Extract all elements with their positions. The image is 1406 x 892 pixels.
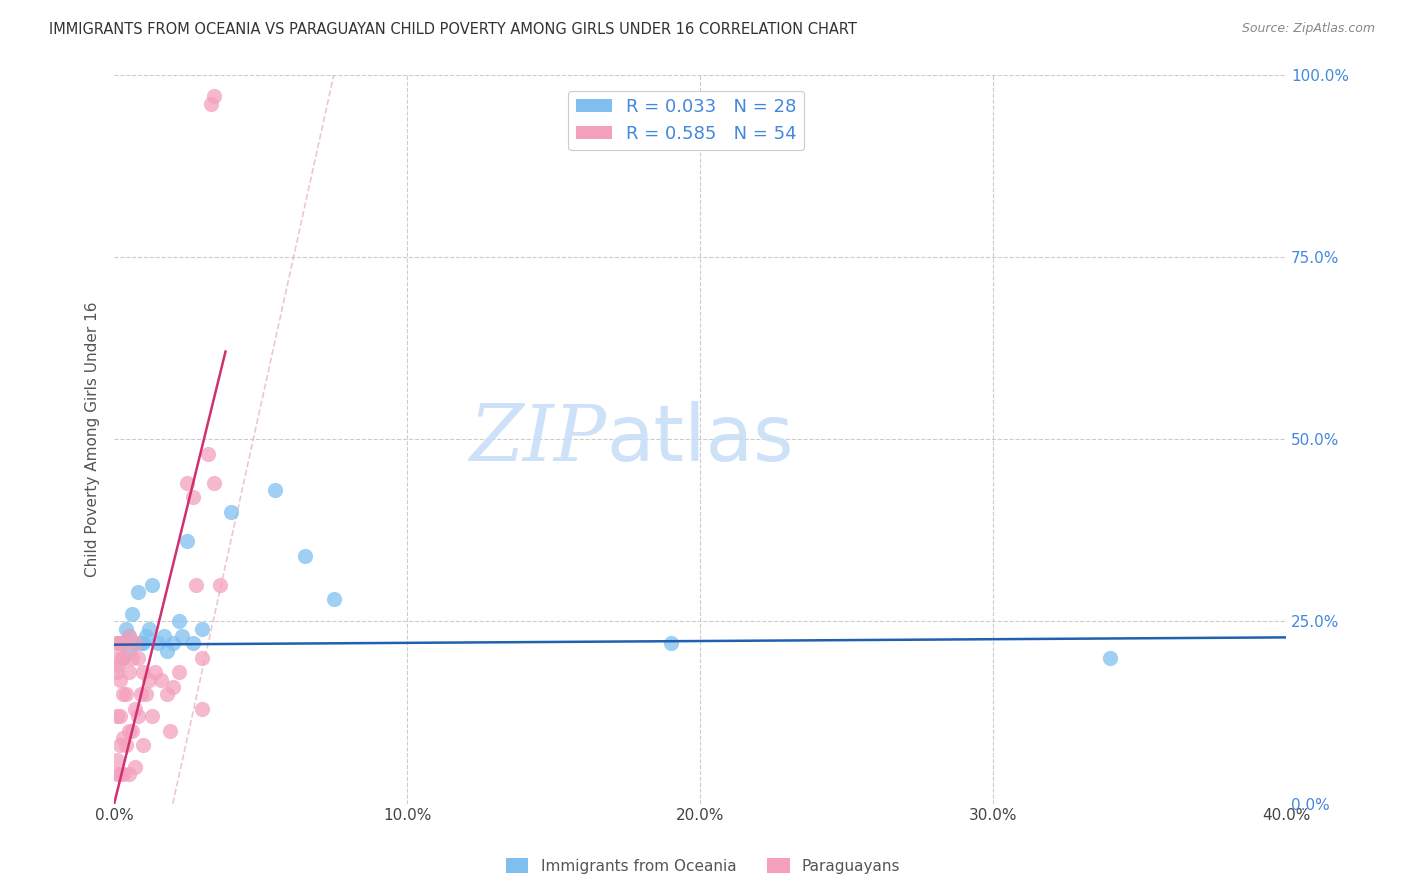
Point <box>111 687 134 701</box>
Point <box>111 650 134 665</box>
Text: Source: ZipAtlas.com: Source: ZipAtlas.com <box>1241 22 1375 36</box>
Point <box>111 650 134 665</box>
Point <box>153 629 176 643</box>
Point <box>118 767 141 781</box>
Point <box>143 665 166 680</box>
Point <box>167 665 190 680</box>
Point <box>105 665 128 680</box>
Point <box>118 665 141 680</box>
Point <box>115 636 138 650</box>
Point <box>105 658 128 673</box>
Point <box>115 739 138 753</box>
Legend: R = 0.033   N = 28, R = 0.585   N = 54: R = 0.033 N = 28, R = 0.585 N = 54 <box>568 91 804 151</box>
Point <box>132 636 155 650</box>
Point <box>129 636 152 650</box>
Point <box>191 650 214 665</box>
Point <box>176 534 198 549</box>
Point <box>124 760 146 774</box>
Point <box>124 702 146 716</box>
Point <box>108 636 131 650</box>
Point <box>132 739 155 753</box>
Point <box>181 491 204 505</box>
Point <box>208 578 231 592</box>
Point <box>110 650 132 665</box>
Point <box>150 673 173 687</box>
Point <box>162 636 184 650</box>
Point <box>135 687 157 701</box>
Point <box>191 622 214 636</box>
Point <box>108 673 131 687</box>
Point <box>191 702 214 716</box>
Text: IMMIGRANTS FROM OCEANIA VS PARAGUAYAN CHILD POVERTY AMONG GIRLS UNDER 16 CORRELA: IMMIGRANTS FROM OCEANIA VS PARAGUAYAN CH… <box>49 22 858 37</box>
Point <box>135 629 157 643</box>
Point <box>322 592 344 607</box>
Point <box>124 636 146 650</box>
Point <box>159 723 181 738</box>
Point <box>104 636 127 650</box>
Point <box>221 505 243 519</box>
Point <box>138 673 160 687</box>
Point <box>1099 650 1122 665</box>
Point <box>107 636 129 650</box>
Point <box>108 709 131 723</box>
Point <box>118 643 141 657</box>
Point <box>294 549 316 563</box>
Point <box>129 687 152 701</box>
Point <box>105 767 128 781</box>
Text: ZIP: ZIP <box>470 401 606 477</box>
Point <box>127 585 149 599</box>
Y-axis label: Child Poverty Among Girls Under 16: Child Poverty Among Girls Under 16 <box>86 301 100 577</box>
Point <box>264 483 287 497</box>
Point <box>124 636 146 650</box>
Point <box>156 643 179 657</box>
Point <box>111 731 134 745</box>
Point <box>170 629 193 643</box>
Point <box>118 629 141 643</box>
Point <box>105 709 128 723</box>
Point <box>176 475 198 490</box>
Point <box>121 650 143 665</box>
Point <box>156 687 179 701</box>
Point <box>115 687 138 701</box>
Point <box>115 622 138 636</box>
Point <box>181 636 204 650</box>
Point <box>197 447 219 461</box>
Point <box>141 709 163 723</box>
Point <box>121 607 143 621</box>
Point <box>659 636 682 650</box>
Point <box>127 709 149 723</box>
Point <box>202 89 225 103</box>
Legend: Immigrants from Oceania, Paraguayans: Immigrants from Oceania, Paraguayans <box>499 852 907 880</box>
Point <box>141 578 163 592</box>
Point <box>108 739 131 753</box>
Point <box>118 629 141 643</box>
Point <box>186 578 208 592</box>
Point <box>121 723 143 738</box>
Point <box>167 615 190 629</box>
Point <box>132 665 155 680</box>
Point <box>108 636 131 650</box>
Point <box>108 767 131 781</box>
Point <box>200 96 222 111</box>
Point <box>202 475 225 490</box>
Point <box>111 767 134 781</box>
Text: atlas: atlas <box>606 401 794 477</box>
Point <box>162 680 184 694</box>
Point <box>146 636 169 650</box>
Point <box>105 753 128 767</box>
Point <box>127 650 149 665</box>
Point <box>118 723 141 738</box>
Point <box>104 650 127 665</box>
Point <box>138 622 160 636</box>
